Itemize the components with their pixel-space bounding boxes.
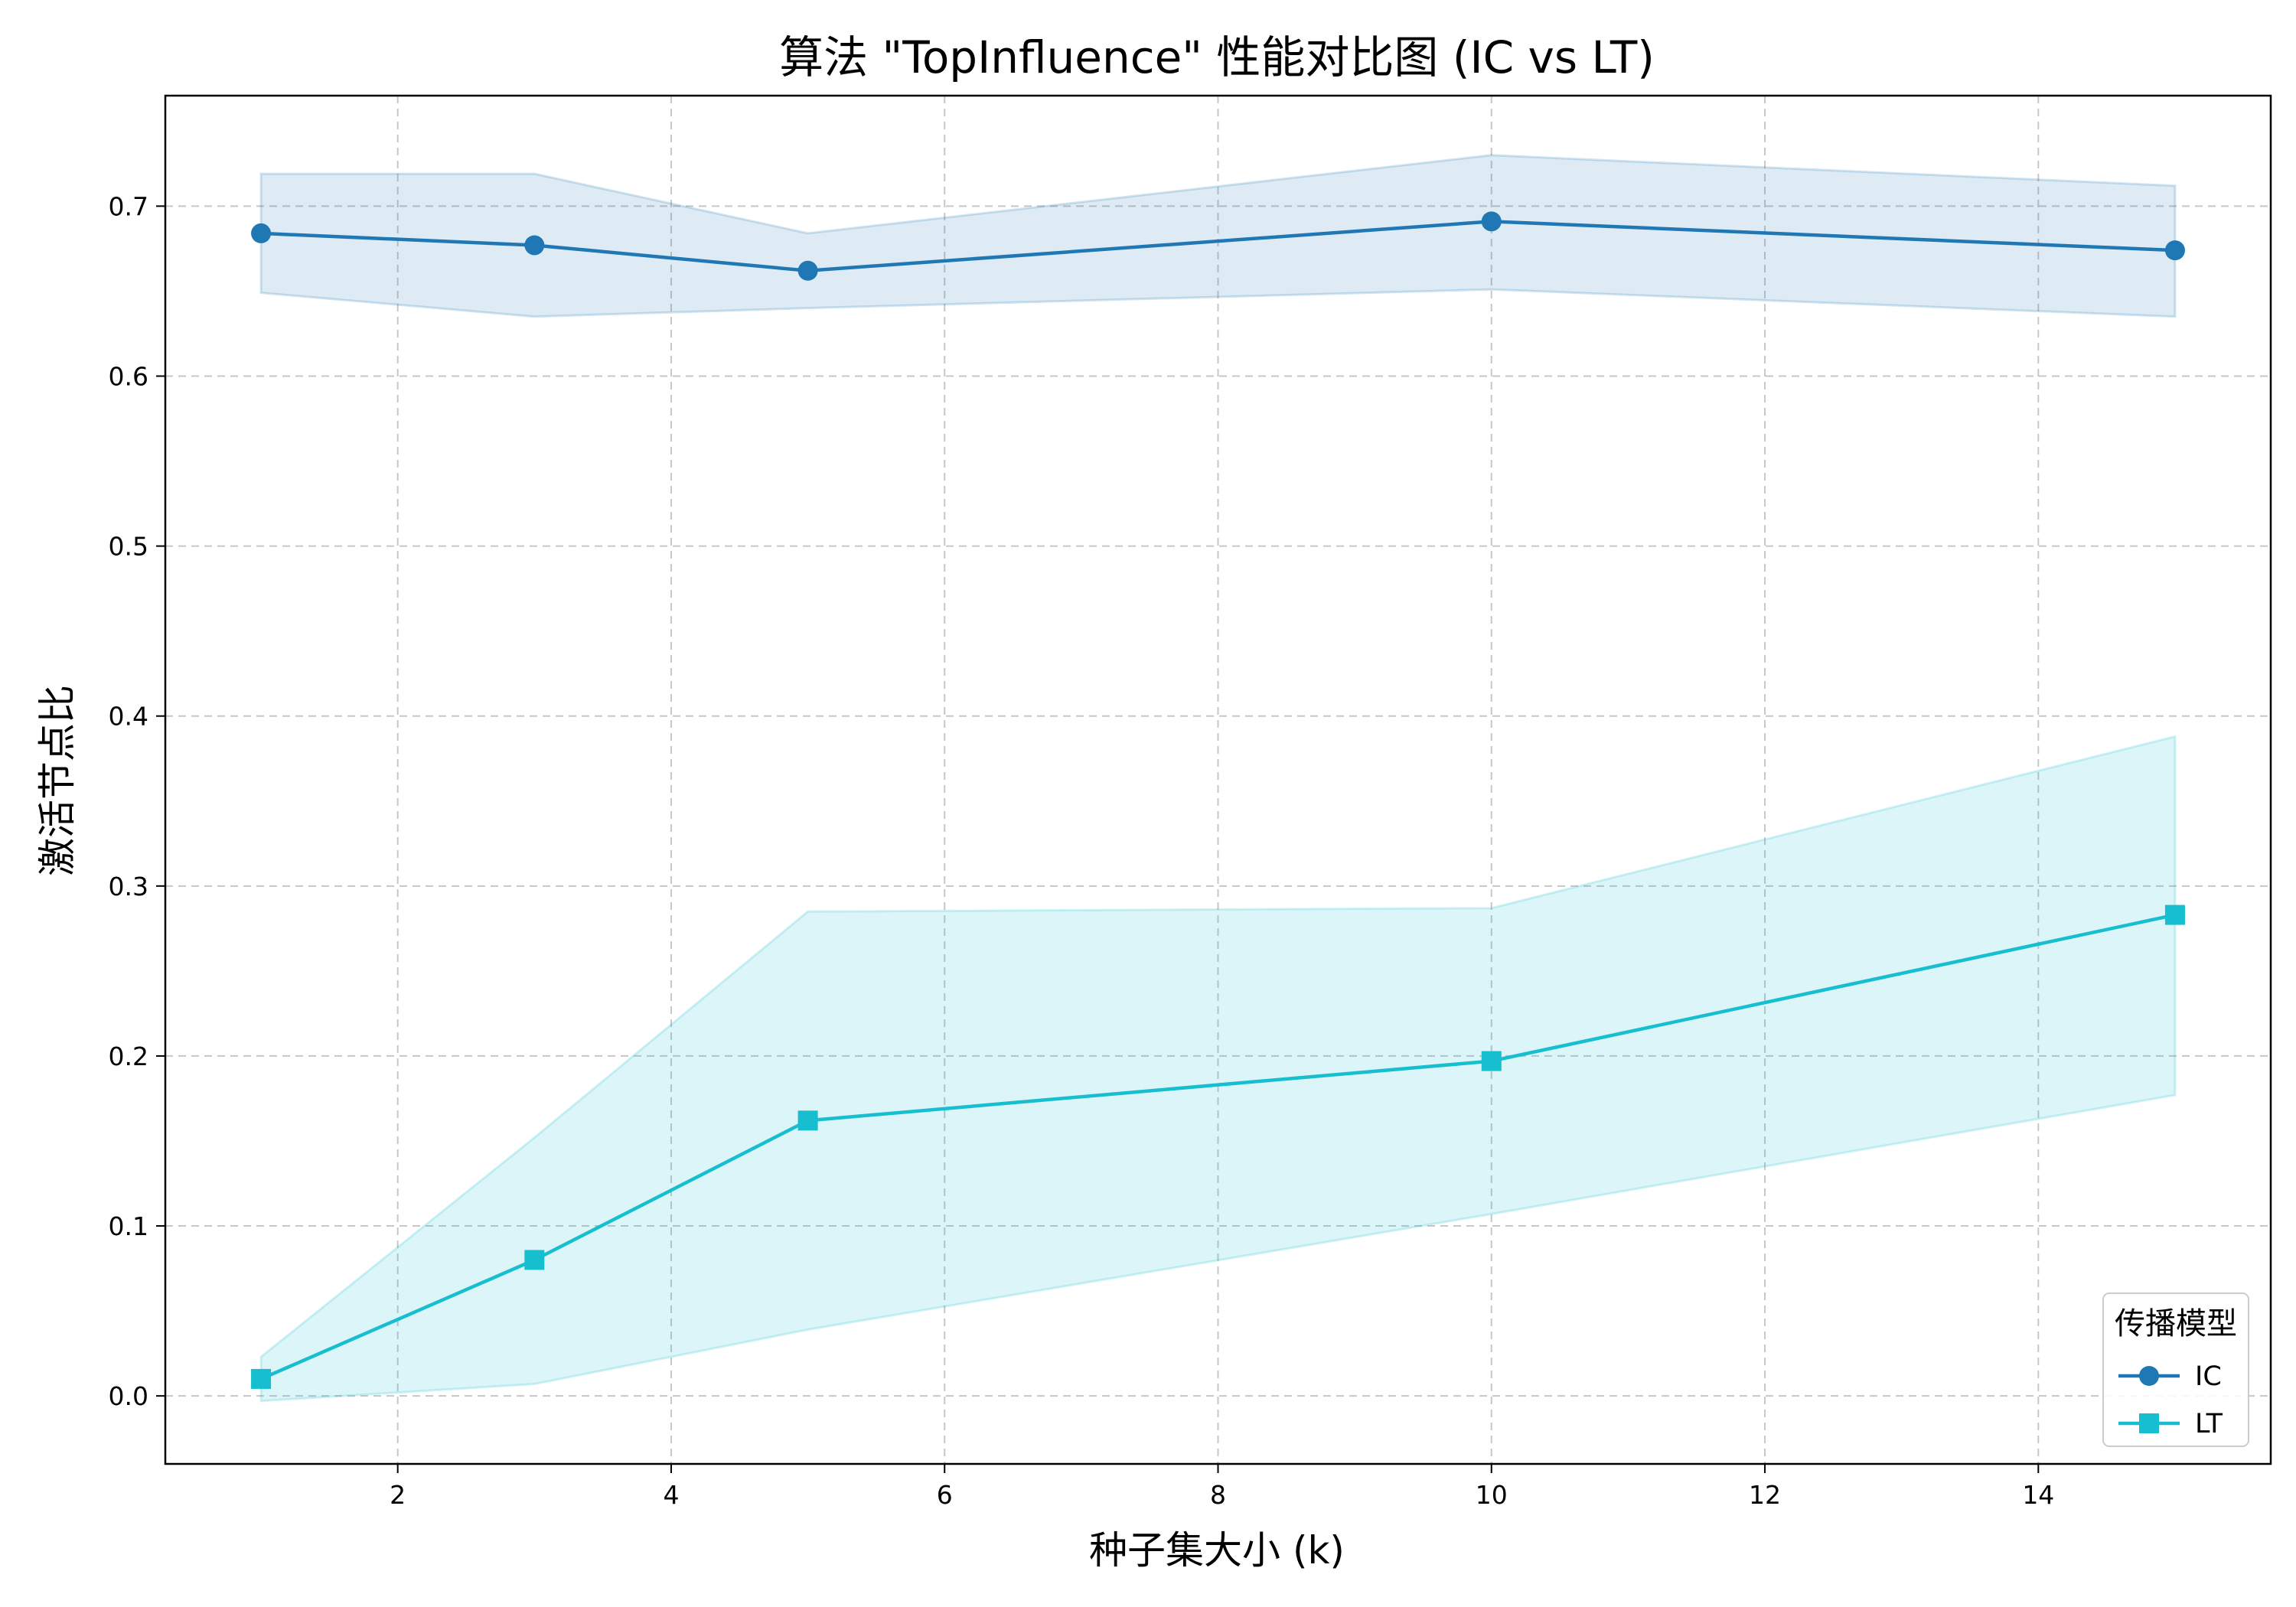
legend-label-ic: IC xyxy=(2195,1361,2222,1392)
y-tick-label: 0.5 xyxy=(109,532,148,562)
point-lt xyxy=(524,1250,545,1270)
point-lt xyxy=(251,1368,272,1389)
legend-box xyxy=(2102,1292,2249,1447)
point-ic xyxy=(2164,240,2185,261)
grid xyxy=(165,96,2271,1464)
y-axis: 0.0 0.1 0.2 0.3 0.4 0.5 0.6 0.7 xyxy=(109,191,165,1411)
y-tick-label: 0.7 xyxy=(109,191,148,221)
y-tick-label: 0.0 xyxy=(109,1381,148,1411)
x-tick-label: 12 xyxy=(1749,1480,1781,1510)
point-lt xyxy=(797,1110,818,1131)
point-ic xyxy=(797,260,818,281)
x-tick-label: 4 xyxy=(663,1480,679,1510)
x-tick-label: 2 xyxy=(390,1480,406,1510)
x-tick-label: 8 xyxy=(1210,1480,1226,1510)
band-ic xyxy=(259,154,2177,318)
point-lt xyxy=(2164,905,2185,925)
bands xyxy=(259,154,2177,1403)
x-axis: 2 4 6 8 10 12 14 xyxy=(390,1464,2054,1510)
legend-marker-lt xyxy=(2139,1413,2159,1433)
legend-title: 传播模型 xyxy=(2115,1306,2237,1341)
y-axis-label: 激活节点比 xyxy=(35,685,80,876)
x-axis-label: 种子集大小 (k) xyxy=(1089,1528,1345,1573)
x-tick-label: 10 xyxy=(1476,1480,1508,1510)
y-tick-label: 0.4 xyxy=(109,702,148,732)
point-ic xyxy=(1481,211,1502,232)
chart-title: 算法 "TopInfluence" 性能对比图 (IC vs LT) xyxy=(779,31,1655,83)
point-ic xyxy=(251,223,272,243)
y-tick-label: 0.1 xyxy=(109,1211,148,1241)
point-lt xyxy=(1481,1051,1502,1071)
y-tick-label: 0.6 xyxy=(109,361,148,391)
y-tick-label: 0.2 xyxy=(109,1041,148,1071)
y-tick-label: 0.3 xyxy=(109,872,148,901)
point-ic xyxy=(524,235,545,256)
legend-label-lt: LT xyxy=(2195,1409,2223,1439)
legend-marker-ic xyxy=(2139,1366,2159,1386)
x-tick-label: 6 xyxy=(937,1480,953,1510)
markers xyxy=(251,211,2185,1389)
x-tick-label: 14 xyxy=(2022,1480,2054,1510)
legend: 传播模型 IC LT xyxy=(2102,1292,2249,1447)
band-lt xyxy=(259,735,2177,1403)
